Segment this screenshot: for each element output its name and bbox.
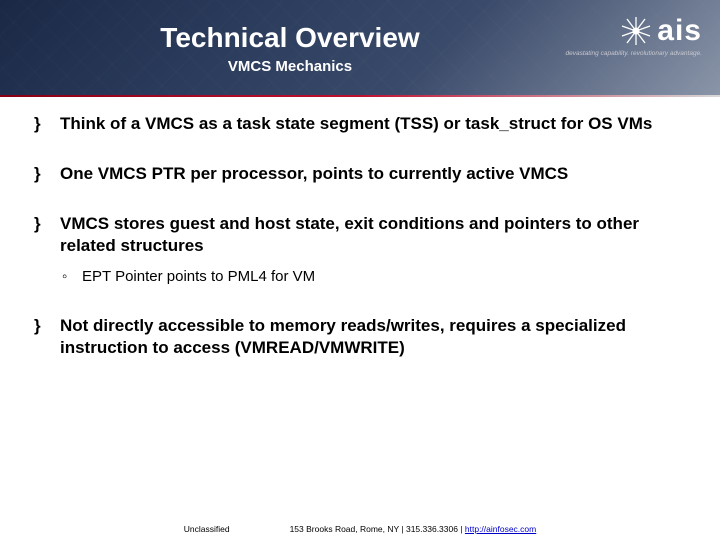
bullet-item: Think of a VMCS as a task state segment …: [34, 113, 686, 135]
slide-body: Think of a VMCS as a task state segment …: [0, 95, 720, 359]
logo-block: ais devastating capability. revolutionar…: [566, 14, 702, 57]
logo: ais: [621, 14, 702, 48]
bullet-list: Think of a VMCS as a task state segment …: [34, 113, 686, 359]
bullet-item: VMCS stores guest and host state, exit c…: [34, 213, 686, 287]
bullet-item: One VMCS PTR per processor, points to cu…: [34, 163, 686, 185]
bullet-text: Think of a VMCS as a task state segment …: [60, 114, 652, 133]
footer-address: 153 Brooks Road, Rome, NY | 315.336.3306…: [290, 524, 537, 534]
sub-bullet-item: EPT Pointer points to PML4 for VM: [60, 267, 686, 287]
logo-tagline: devastating capability. revolutionary ad…: [566, 50, 702, 57]
slide-subtitle: VMCS Mechanics: [0, 58, 720, 75]
footer-link[interactable]: http://ainfosec.com: [465, 524, 536, 534]
bullet-text: Not directly accessible to memory reads/…: [60, 316, 626, 357]
bullet-text: One VMCS PTR per processor, points to cu…: [60, 164, 568, 183]
sub-bullet-text: EPT Pointer points to PML4 for VM: [82, 268, 315, 285]
header-underline: [0, 95, 720, 97]
sub-bullet-list: EPT Pointer points to PML4 for VM: [60, 267, 686, 287]
footer-classification: Unclassified: [184, 524, 230, 534]
slide-footer: Unclassified 153 Brooks Road, Rome, NY |…: [0, 524, 720, 534]
bullet-text: VMCS stores guest and host state, exit c…: [60, 214, 639, 255]
logo-burst-icon: [621, 16, 651, 46]
slide-header: Technical Overview VMCS Mechanics: [0, 0, 720, 95]
logo-text: ais: [657, 14, 702, 48]
bullet-item: Not directly accessible to memory reads/…: [34, 315, 686, 359]
